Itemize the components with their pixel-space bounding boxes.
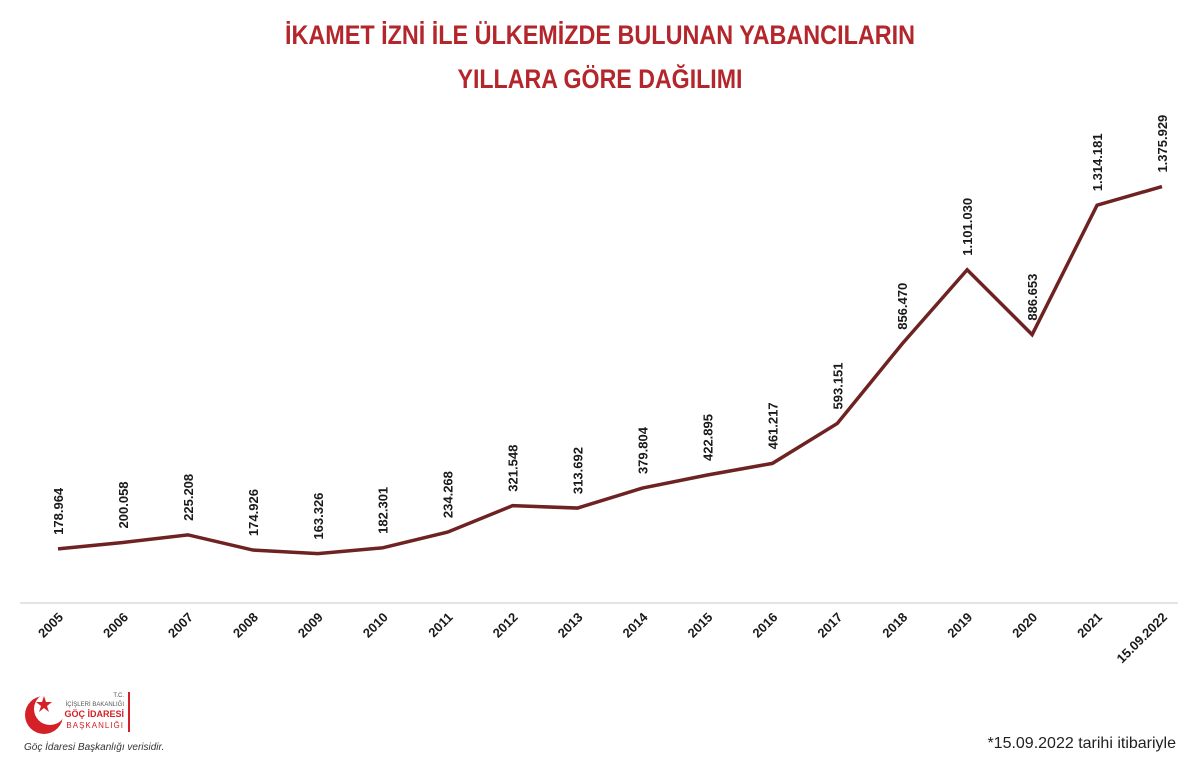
value-label: 321.548 [506, 445, 521, 492]
value-label: 234.268 [441, 471, 456, 518]
value-label: 174.926 [246, 489, 261, 536]
x-tick-label: 2020 [1009, 610, 1040, 641]
logo-text: BAŞKANLIĞI [66, 721, 124, 730]
value-label: 178.964 [51, 487, 66, 535]
chart-title: İKAMET İZNİ İLE ÜLKEMİZDE BULUNAN YABANC… [285, 20, 915, 50]
x-tick-label: 2019 [944, 610, 975, 641]
logo-text: İÇİŞLERİ BAKANLIĞI [66, 701, 125, 708]
x-tick-label: 2021 [1074, 610, 1105, 641]
value-label: 1.375.929 [1155, 115, 1170, 173]
logo: T.C. İÇİŞLERİ BAKANLIĞI GÖÇ İDARESİ BAŞK… [24, 692, 164, 753]
data-line [57, 184, 1163, 556]
value-label: 461.217 [765, 402, 780, 449]
value-label: 1.314.181 [1090, 133, 1105, 191]
x-tick-label: 2005 [35, 610, 66, 641]
source-note: Göç İdaresi Başkanlığı verisidir. [24, 741, 164, 753]
x-tick-label: 2014 [620, 609, 652, 641]
value-label: 856.470 [895, 283, 910, 330]
value-label: 313.692 [571, 447, 586, 494]
value-label: 593.151 [830, 362, 845, 409]
value-label: 200.058 [116, 481, 131, 528]
logo-text: T.C. [113, 693, 124, 699]
x-tick-label: 2009 [295, 610, 326, 641]
value-label: 1.101.030 [960, 198, 975, 256]
x-tick-label: 2012 [490, 610, 521, 641]
x-tick-label: 2010 [360, 610, 391, 641]
x-tick-label: 2011 [425, 610, 456, 641]
value-label: 422.895 [700, 414, 715, 461]
value-label: 225.208 [181, 474, 196, 521]
value-label: 182.301 [376, 487, 391, 534]
chart-title: YILLARA GÖRE DAĞILIMI [458, 63, 743, 94]
x-tick-label: 15.09.2022 [1113, 610, 1170, 667]
x-tick-label: 2018 [879, 610, 910, 641]
logo-crescent-cut [34, 693, 66, 725]
x-tick-label: 2007 [165, 610, 196, 641]
value-label: 379.804 [635, 426, 650, 474]
x-tick-label: 2006 [100, 610, 131, 641]
value-label: 886.653 [1025, 274, 1040, 321]
x-tick-label: 2008 [230, 610, 261, 641]
logo-text: GÖÇ İDARESİ [64, 709, 124, 719]
logo-star [36, 696, 52, 712]
value-label: 163.326 [311, 493, 326, 540]
x-tick-label: 2017 [814, 610, 845, 641]
x-tick-label: 2016 [749, 610, 780, 641]
x-tick-label: 2015 [684, 610, 715, 641]
footnote: *15.09.2022 tarihi itibariyle [987, 735, 1176, 752]
x-tick-label: 2013 [555, 610, 586, 641]
